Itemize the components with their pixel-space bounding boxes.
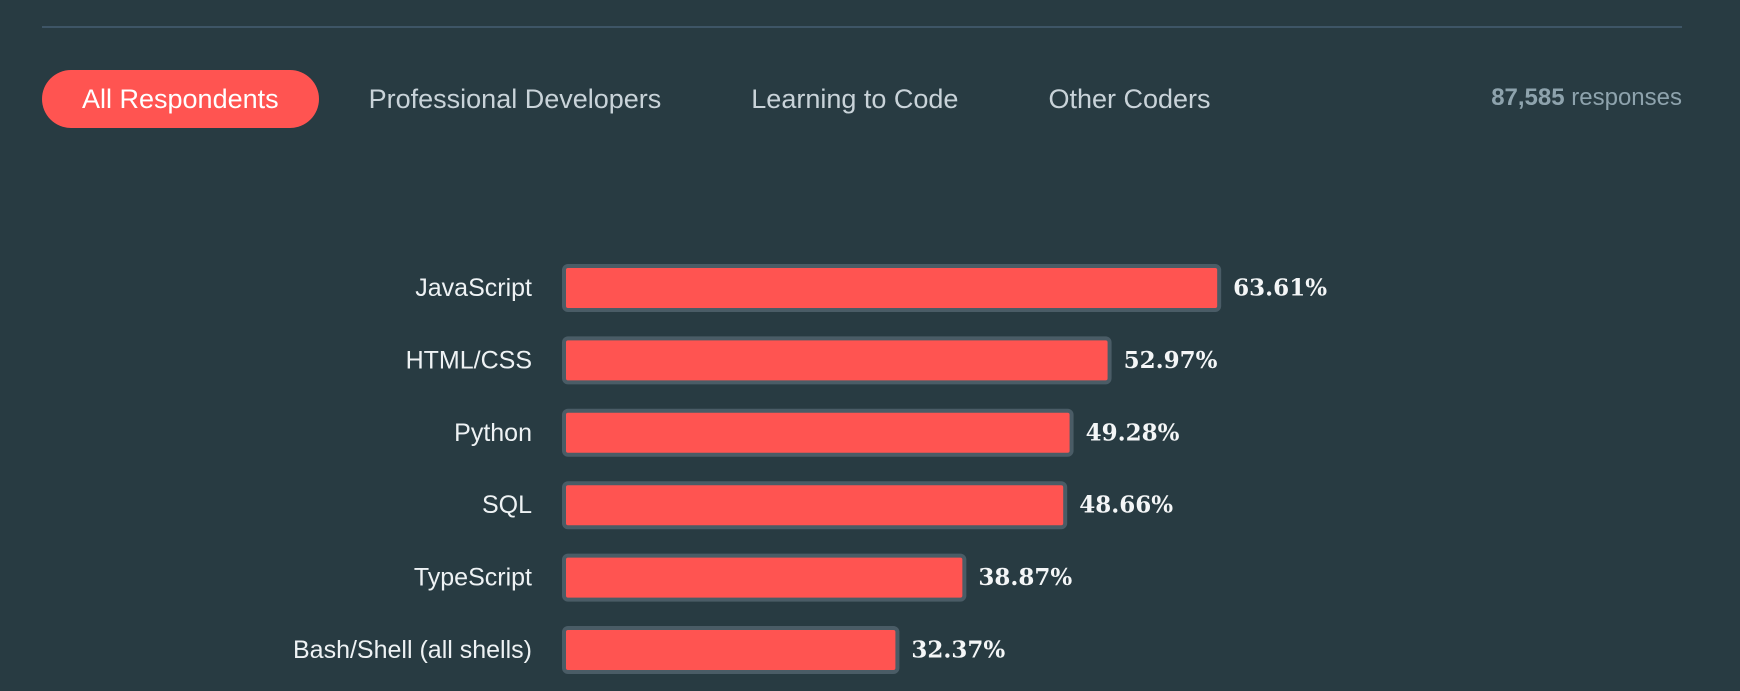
bar-typescript[interactable] (562, 553, 967, 602)
response-count-label: responses (1571, 84, 1682, 111)
value-label-javascript: 63.61% (1233, 275, 1327, 302)
value-label-sql: 48.66% (1079, 492, 1173, 519)
category-label-javascript: JavaScript (415, 274, 532, 302)
category-label-html-css: HTML/CSS (406, 346, 532, 374)
value-label-html-css: 52.97% (1124, 347, 1218, 374)
tab-professional-developers[interactable]: Professional Developers (368, 84, 662, 114)
bar-html-css[interactable] (562, 336, 1112, 385)
bar-python[interactable] (562, 408, 1074, 457)
response-count: 87,585 responses (1491, 84, 1682, 112)
category-label-python: Python (454, 419, 532, 447)
value-label-python: 49.28% (1086, 419, 1180, 446)
tab-all-respondents[interactable]: All Respondents (42, 70, 319, 128)
category-label-typescript: TypeScript (414, 564, 532, 592)
bar-sql[interactable] (562, 481, 1068, 530)
tab-learning-to-code[interactable]: Learning to Code (751, 84, 959, 114)
value-label-typescript: 38.87% (978, 564, 1072, 591)
category-label-bash-shell-all-shells: Bash/Shell (all shells) (293, 636, 532, 664)
value-label-bash-shell-all-shells: 32.37% (911, 637, 1005, 664)
bar-bash-shell-all-shells[interactable] (562, 626, 900, 674)
category-label-sql: SQL (482, 491, 532, 519)
respondent-tabs: All Respondents Professional Developers … (42, 70, 1261, 128)
top-divider (42, 26, 1682, 28)
tab-other-coders[interactable]: Other Coders (1048, 84, 1211, 114)
bar-javascript[interactable] (562, 264, 1222, 312)
response-count-number: 87,585 (1491, 84, 1565, 111)
